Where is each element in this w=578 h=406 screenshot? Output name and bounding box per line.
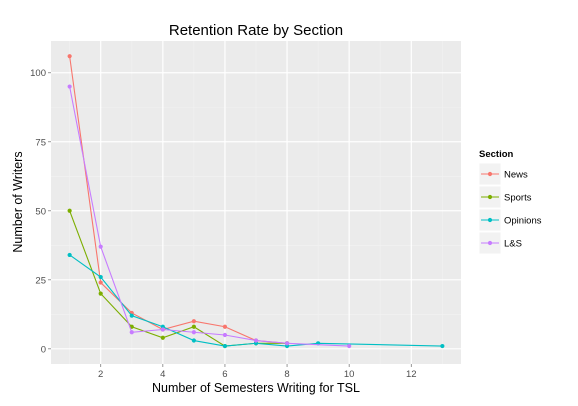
data-point-sports xyxy=(191,324,196,329)
legend-key-point xyxy=(487,240,493,246)
legend-label: L&S xyxy=(504,239,522,250)
data-point-news xyxy=(98,280,103,285)
data-point-opinions xyxy=(129,313,134,318)
series-layer xyxy=(67,54,445,349)
data-point-l-s xyxy=(284,341,290,346)
data-point-opinions xyxy=(440,343,445,349)
legend: Section News Sports Opinions L&S xyxy=(478,149,542,255)
legend-title: Section xyxy=(479,149,514,160)
x-tick-label: 2 xyxy=(98,369,103,380)
y-tick-label: 75 xyxy=(35,137,46,148)
y-tick-label: 100 xyxy=(30,68,46,79)
series-l-s xyxy=(67,84,352,349)
legend-key-point xyxy=(487,194,493,200)
series-line-opinions xyxy=(69,254,443,347)
x-tick-label: 12 xyxy=(406,369,417,380)
y-axis-title: Number of Writers xyxy=(11,151,25,252)
legend-key-point xyxy=(487,171,493,177)
data-point-l-s xyxy=(129,330,134,335)
data-point-l-s xyxy=(98,244,103,249)
major-grid xyxy=(51,41,461,364)
data-point-sports xyxy=(98,291,103,296)
series-line-news xyxy=(69,56,288,344)
y-tick-label: 0 xyxy=(41,344,46,355)
data-point-l-s xyxy=(191,330,196,335)
legend-key-point xyxy=(487,217,493,223)
data-point-l-s xyxy=(160,327,165,332)
data-point-opinions xyxy=(222,343,228,349)
data-point-l-s xyxy=(347,343,352,349)
x-tick-label: 10 xyxy=(344,369,355,380)
legend-label: Opinions xyxy=(504,216,542,227)
data-point-sports xyxy=(67,208,72,213)
data-point-opinions xyxy=(67,252,72,258)
y-tick-label: 25 xyxy=(35,275,46,286)
legend-item-l-s: L&S xyxy=(478,231,522,255)
legend-label: News xyxy=(504,170,528,181)
x-tick-label: 4 xyxy=(160,369,165,380)
data-point-l-s xyxy=(222,332,228,338)
x-tick-label: 8 xyxy=(284,369,289,380)
data-point-l-s xyxy=(253,338,259,343)
data-point-news xyxy=(191,319,196,324)
y-tick-label: 50 xyxy=(35,206,46,217)
axis-ticks: 2 4 6 8 10 12 0 25 50 75 100 xyxy=(30,68,416,380)
data-point-news xyxy=(222,324,228,329)
data-point-opinions xyxy=(98,274,103,280)
data-point-sports xyxy=(160,335,165,340)
x-tick-label: 6 xyxy=(222,369,227,380)
chart-title: Retention Rate by Section xyxy=(169,22,343,39)
data-point-l-s xyxy=(67,84,72,89)
minor-grid xyxy=(51,41,461,364)
x-axis-title: Number of Semesters Writing for TSL xyxy=(152,381,360,395)
legend-item-opinions: Opinions xyxy=(478,208,542,232)
data-point-opinions xyxy=(191,338,196,343)
legend-item-news: News xyxy=(478,162,528,186)
data-point-news xyxy=(67,54,72,59)
legend-label: Sports xyxy=(504,193,532,204)
legend-item-sports: Sports xyxy=(478,185,532,209)
